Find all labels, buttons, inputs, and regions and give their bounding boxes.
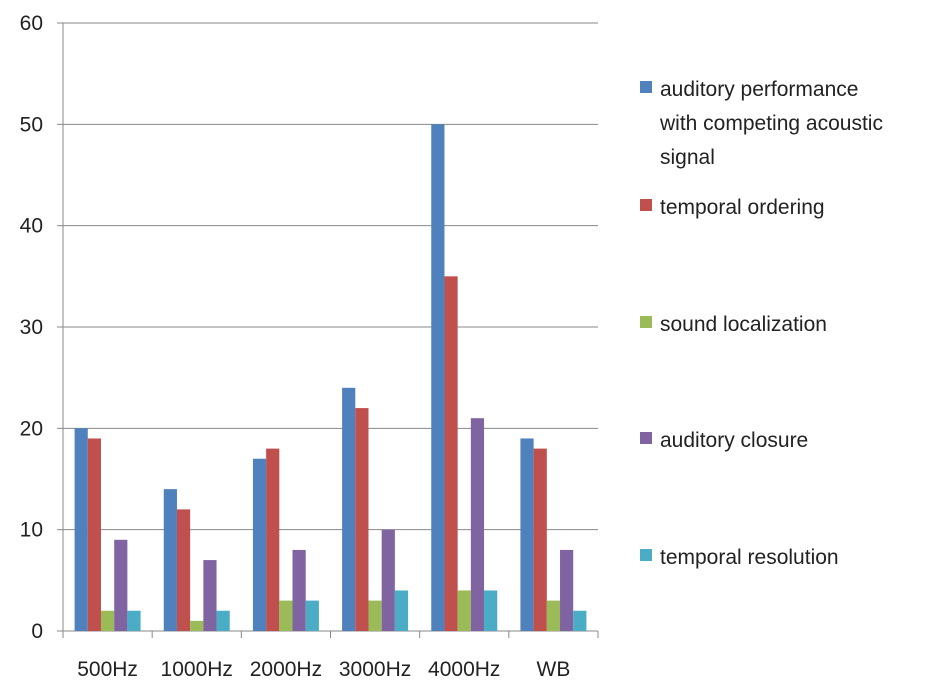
bar [216, 610, 230, 631]
x-tick-label: 1000Hz [161, 658, 233, 681]
y-tick-label: 0 [31, 620, 43, 643]
bar [190, 620, 204, 631]
legend-swatch [640, 549, 652, 561]
bar [546, 600, 561, 631]
bar [266, 448, 280, 631]
bar [100, 610, 115, 631]
y-tick-label: 40 [20, 215, 43, 238]
bar [470, 418, 485, 631]
bar [573, 610, 587, 631]
x-axis-tick-labels: 500Hz 1000Hz 2000Hz 3000Hz 4000Hz WB [77, 658, 570, 681]
legend-label: temporal ordering [660, 196, 825, 219]
bar [520, 438, 534, 631]
bar [533, 448, 547, 631]
legend-swatch [640, 432, 652, 444]
legend: auditory performance with competing acous… [640, 78, 883, 569]
y-tick-label: 50 [20, 113, 43, 136]
bar [114, 539, 128, 631]
bar [127, 610, 141, 631]
bar [252, 458, 267, 631]
y-tick-label: 20 [20, 417, 43, 440]
y-axis-tick-labels: 0 10 20 30 40 50 60 [20, 12, 43, 643]
x-tick-label: 2000Hz [250, 658, 322, 681]
bar [457, 590, 471, 631]
bar [342, 387, 356, 631]
bar [444, 276, 458, 631]
x-tick-label: 3000Hz [339, 658, 411, 681]
bar [163, 489, 177, 631]
gridlines [63, 22, 598, 531]
legend-label: auditory performance with competing acous… [659, 78, 883, 169]
bar [368, 600, 382, 631]
bar [355, 408, 369, 631]
bar [560, 549, 574, 631]
bar [176, 509, 191, 631]
y-tick-label: 30 [20, 316, 43, 339]
legend-label: sound localization [660, 313, 827, 336]
legend-swatch [640, 81, 652, 93]
bar [431, 124, 445, 631]
bar [292, 549, 306, 631]
y-tick-label: 60 [20, 12, 43, 35]
bar [484, 590, 498, 631]
bar [279, 600, 293, 631]
bar [394, 590, 409, 631]
x-tick-label: WB [537, 658, 571, 681]
bar [87, 438, 101, 631]
bar [203, 560, 217, 631]
legend-swatch [640, 316, 652, 328]
x-tick-label: 500Hz [77, 658, 138, 681]
bar [381, 529, 395, 631]
bar [305, 600, 319, 631]
legend-label: temporal resolution [660, 546, 839, 569]
legend-swatch [640, 199, 652, 211]
bars [74, 124, 587, 631]
x-tick-label: 4000Hz [428, 658, 500, 681]
y-tick-label: 10 [20, 519, 43, 542]
axes [57, 22, 599, 638]
bar [74, 428, 88, 631]
legend-label: auditory closure [660, 429, 808, 452]
